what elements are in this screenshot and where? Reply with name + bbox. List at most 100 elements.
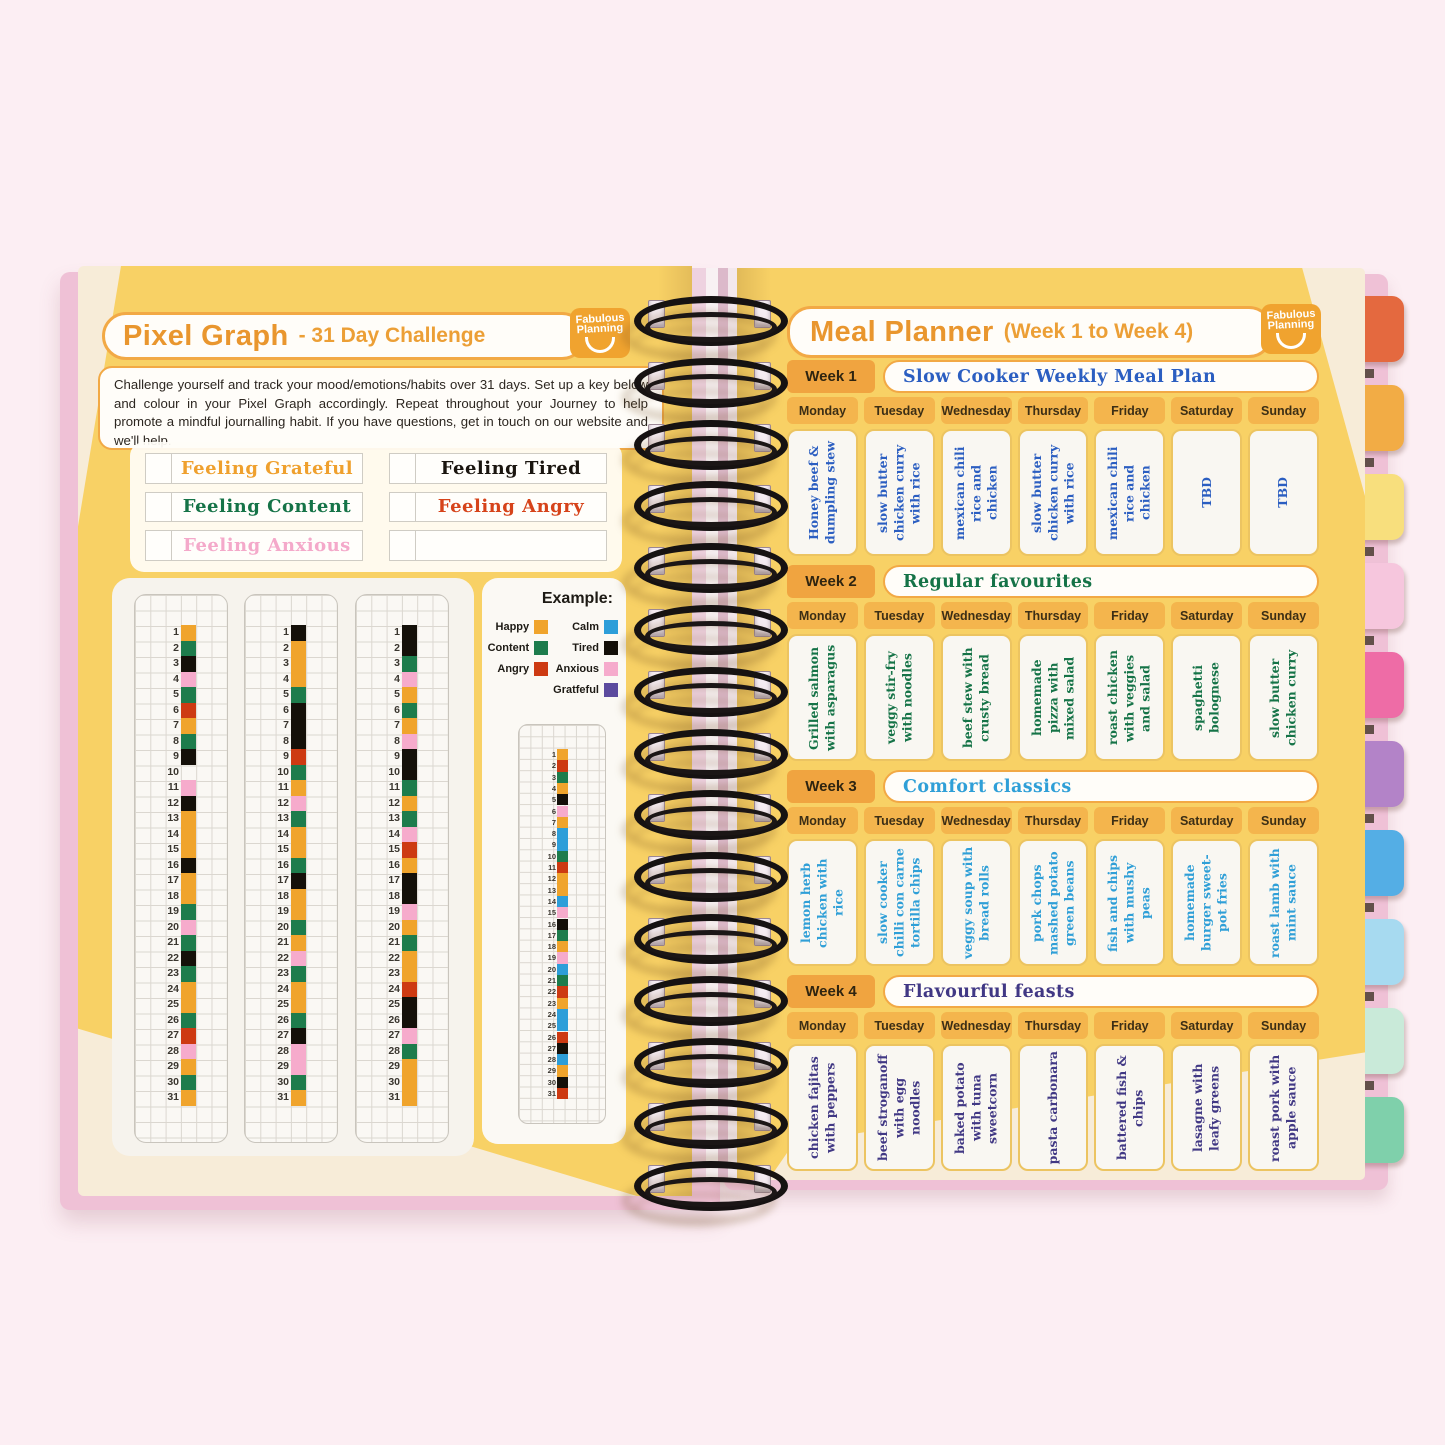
meal-cell: roast chicken with veggies and salad	[1094, 634, 1166, 761]
pixel-cell	[180, 733, 196, 749]
pixel-cell	[290, 640, 306, 656]
pixel-row-number: 1	[283, 626, 289, 638]
pixel-row-number: 14	[388, 827, 400, 840]
mood-key-label: Feeling Tired	[440, 457, 582, 479]
meal-cell: beef stew with crusty bread	[940, 634, 1012, 761]
mood-key-row: Feeling Grateful	[145, 453, 363, 484]
pixel-cell	[401, 826, 417, 842]
pixel-cell	[180, 671, 196, 687]
legend-label: Tired	[572, 642, 599, 654]
tab-gap-mark	[1360, 636, 1374, 645]
pixel-row-number: 24	[277, 982, 289, 995]
pixel-row-number: 6	[394, 703, 400, 716]
legend-colour-swatch	[534, 662, 549, 676]
pixel-row-number: 5	[551, 795, 556, 805]
mood-key-label-box	[416, 530, 607, 561]
day-header-row: Monday Tuesday Wednesday Thursday Friday Satu…	[787, 602, 1320, 629]
pixel-cell	[290, 656, 306, 672]
right-page-meal-planner: Meal Planner (Week 1 to Week 4) Fabulous…	[737, 268, 1365, 1180]
day-header: Wednesday	[940, 397, 1012, 424]
pixel-row-number: 2	[551, 761, 556, 771]
pixel-cell	[180, 780, 196, 796]
pixel-row-number: 23	[167, 967, 179, 979]
pixel-graph-panel: 1 2 3 4 5 6 7 8 9 10 11 12 13 14 15 16 17 18 19 20 21 22 23 24 2…	[112, 578, 474, 1156]
meal-cell: veggy soup with bread rolls	[940, 839, 1012, 966]
pixel-row-number: 1	[551, 750, 556, 759]
pixel-row-number: 27	[167, 1029, 179, 1041]
pixel-cell	[401, 857, 417, 873]
day-header: Sunday	[1248, 602, 1320, 629]
legend-colour-swatch	[604, 620, 618, 634]
pixel-row-number: 11	[388, 781, 400, 793]
pixel-cell	[401, 997, 417, 1013]
legend-row: Content	[488, 641, 549, 655]
meal-text: battered fish & chips	[1113, 1055, 1145, 1160]
meal-cell: baked potato with tuna sweetcorn	[940, 1044, 1012, 1171]
week-label: Week 2	[787, 565, 875, 598]
day-header: Monday	[787, 807, 858, 834]
pixel-row-number: 15	[547, 908, 556, 918]
legend-row: Calm	[553, 620, 618, 634]
mood-key-colour-cell	[145, 491, 172, 523]
pixel-cell	[290, 687, 306, 703]
meals-row: chicken fajitas with peppers beef strogan…	[787, 1044, 1320, 1171]
pixel-cell	[290, 1074, 306, 1090]
day-header: Tuesday	[863, 397, 935, 424]
pixel-cell	[557, 839, 569, 851]
mood-key-label-box: Feeling Angry	[416, 491, 607, 523]
week-section: Week 1 Slow Cooker Weekly Meal Plan Monday…	[787, 360, 1320, 556]
pixel-row-number: 4	[173, 672, 179, 685]
pixel-row-number: 3	[173, 657, 179, 669]
week-header: Week 2 Regular favourites	[787, 565, 1319, 598]
day-header-row: Monday Tuesday Wednesday Thursday Friday Satu…	[787, 807, 1320, 834]
pixel-row-number: 8	[551, 829, 556, 839]
day-header: Monday	[787, 1012, 858, 1039]
pixel-row-number: 14	[547, 896, 556, 906]
pixel-graph-column: 1 2 3 4 5 6 7 8 9 10 11 12 13 14 15 16 17 18 19 20 21 22 23 24 2…	[355, 594, 449, 1143]
day-header: Tuesday	[863, 807, 935, 834]
pixel-cell	[180, 904, 196, 920]
pixel-cell	[401, 935, 417, 951]
meal-text: TBD	[1275, 477, 1291, 508]
logo-line2: Planning	[576, 321, 624, 337]
pixel-cell	[557, 941, 569, 953]
week-header: Week 4 Flavourful feasts	[787, 975, 1319, 1008]
pixel-row-number: 19	[277, 905, 289, 917]
pixel-cell	[290, 702, 306, 718]
pixel-cell	[180, 888, 196, 904]
pixel-row-number: 12	[388, 796, 400, 809]
pixel-row-number: 13	[547, 885, 556, 895]
pixel-cell	[290, 671, 306, 687]
meal-text: lemon herb chicken with rice	[798, 857, 846, 948]
pixel-row-number: 30	[167, 1075, 179, 1088]
week-title: Comfort classics	[903, 776, 1072, 797]
tab-gap-mark	[1360, 992, 1374, 1001]
meal-cell: TBD	[1171, 429, 1243, 556]
legend-colour-swatch	[604, 641, 618, 655]
day-header: Sunday	[1248, 1012, 1320, 1039]
meal-text: Grilled salmon with asparagus	[806, 644, 838, 751]
pixel-row-number: 2	[173, 641, 179, 654]
mood-key-label: Feeling Angry	[437, 496, 585, 518]
pixel-row-number: 3	[551, 772, 556, 782]
pixel-cell	[180, 873, 196, 889]
pixel-row-number: 29	[167, 1060, 179, 1072]
pixel-cell	[180, 811, 196, 827]
pixel-row-number: 6	[173, 703, 179, 716]
meal-cell: homemade burger sweet-pot fries	[1171, 839, 1243, 966]
pixel-cell	[401, 1090, 417, 1106]
meal-text: roast lamb with mint sauce	[1267, 847, 1299, 958]
pixel-cell	[401, 950, 417, 966]
pixel-row-number: 22	[277, 951, 289, 964]
pixel-cell	[557, 749, 569, 761]
pixel-cell	[401, 1012, 417, 1028]
meal-cell: slow butter chicken curry with rice	[1017, 429, 1089, 556]
meal-text: spaghetti bolognese	[1190, 662, 1222, 733]
legend-row: Anxious	[553, 662, 618, 676]
pixel-cell	[290, 966, 306, 982]
pixel-row-number: 16	[547, 919, 556, 929]
inner-margin-strip	[706, 268, 718, 1180]
pixel-row-number: 2	[394, 641, 400, 654]
pixel-cell	[401, 1028, 417, 1044]
